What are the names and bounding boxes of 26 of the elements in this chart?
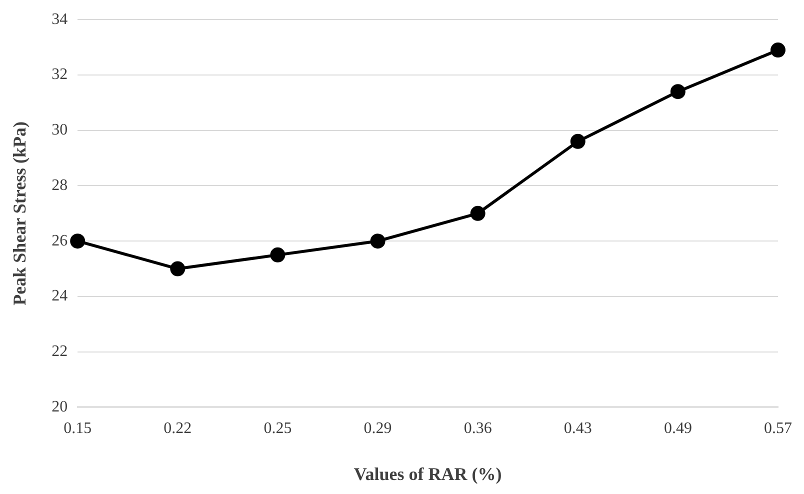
point	[770, 42, 786, 58]
x-tick-label: 0.43	[564, 420, 592, 438]
point	[370, 234, 386, 249]
y-tick-label: 34	[52, 10, 68, 28]
y-axis-title: Peak Shear Stress (kPa)	[9, 121, 30, 306]
point	[570, 134, 586, 149]
y-tick-label: 28	[52, 176, 68, 194]
point	[70, 234, 86, 249]
x-tick-label: 0.22	[164, 420, 192, 438]
y-tick-label: 32	[52, 66, 68, 84]
x-tick-label: 0.29	[364, 420, 392, 438]
y-tick-label: 24	[52, 288, 68, 305]
y-tick-label: 22	[52, 343, 68, 360]
point	[170, 261, 186, 276]
x-tick-label: 0.36	[464, 420, 492, 438]
x-tick-label: 0.15	[64, 420, 92, 438]
y-tick-label: 20	[52, 398, 68, 416]
point	[470, 206, 486, 221]
point	[270, 247, 286, 262]
x-tick-label: 0.49	[664, 420, 692, 438]
x-tick-label: 0.57	[764, 420, 792, 438]
y-tick-label: 26	[52, 232, 68, 250]
x-tick-label: 0.25	[264, 420, 292, 438]
x-axis-title: Values of RAR (%)	[354, 464, 502, 484]
y-tick-label: 30	[52, 122, 68, 139]
point	[670, 84, 686, 100]
